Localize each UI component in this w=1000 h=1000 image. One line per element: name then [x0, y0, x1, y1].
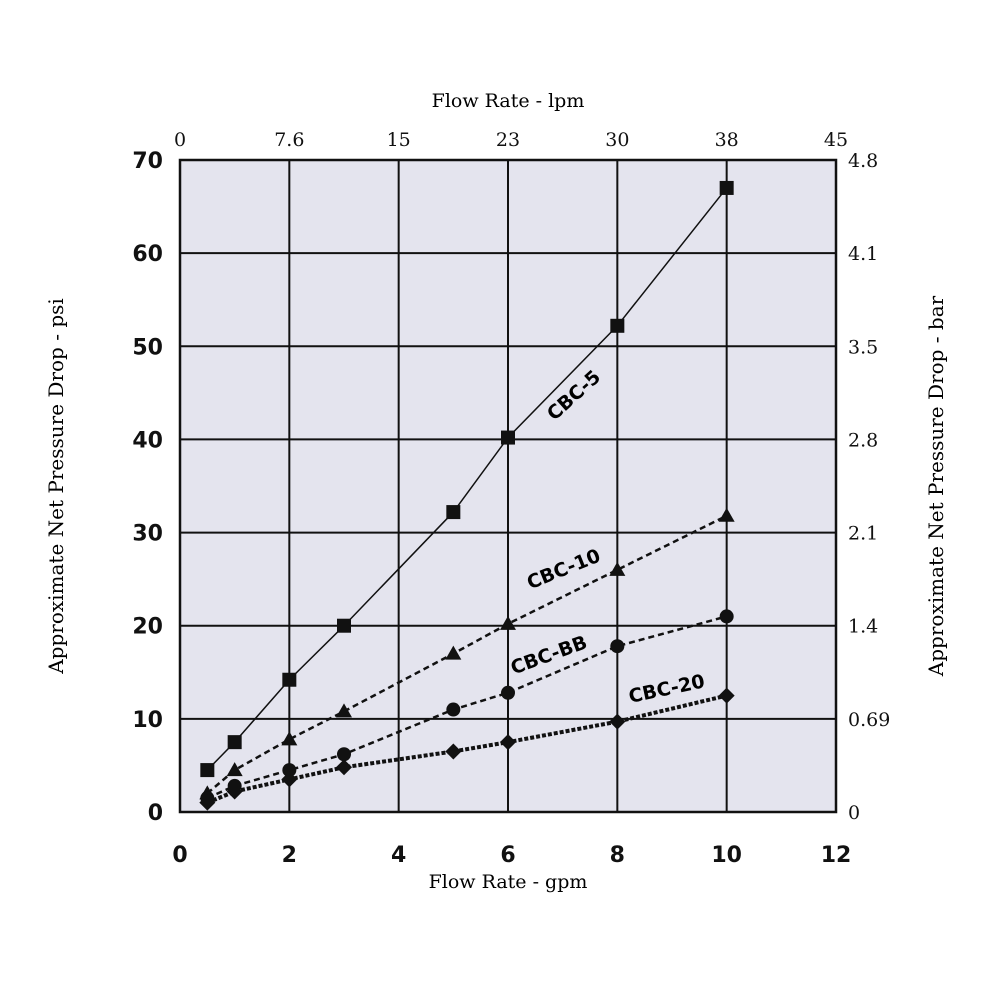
y2-tick-label: 3.5: [848, 336, 878, 358]
y2-tick-label: 2.1: [848, 523, 878, 545]
y2-tick-label: 0.69: [848, 709, 890, 731]
x-axis-label: Flow Rate - gpm: [429, 871, 588, 893]
x-tick-label: 4: [391, 843, 406, 868]
y2-tick-label: 1.4: [848, 616, 878, 638]
x2-tick-label: 7.6: [274, 129, 304, 151]
y-tick-label: 20: [132, 615, 163, 640]
x2-tick-label: 30: [605, 129, 629, 151]
y-tick-label: 40: [132, 428, 163, 453]
marker-cbc-20: [445, 743, 462, 760]
marker-cbc-20: [336, 759, 352, 776]
marker-cbc-5: [610, 318, 625, 333]
series-line-cbc-10: [206, 514, 728, 795]
marker-cbc-bb: [446, 702, 461, 717]
y2-tick-label: 0: [848, 802, 860, 824]
x-tick-label: 10: [711, 843, 742, 868]
marker-cbc-10: [718, 507, 735, 522]
x2-tick-label: 0: [174, 129, 186, 151]
marker-cbc-10: [226, 762, 243, 777]
y2-tick-label: 4.8: [848, 150, 878, 172]
y-tick-label: 10: [132, 708, 163, 733]
y-axis-label: Approximate Net Pressure Drop - psi: [44, 298, 68, 675]
y-tick-label: 30: [132, 522, 163, 547]
marker-cbc-5: [501, 430, 515, 445]
series-line-cbc-20: [206, 693, 728, 805]
y2-tick-label: 2.8: [848, 429, 878, 451]
marker-cbc-bb: [610, 639, 625, 654]
marker-cbc-10: [445, 645, 462, 660]
x-tick-label: 12: [821, 843, 852, 868]
marker-cbc-20: [281, 771, 298, 788]
marker-cbc-20: [718, 687, 735, 704]
marker-cbc-5: [227, 735, 242, 750]
marker-cbc-bb: [719, 609, 734, 624]
marker-cbc-5: [446, 505, 461, 520]
marker-cbc-20: [500, 734, 516, 751]
series-line-cbc-5: [206, 187, 728, 771]
marker-cbc-5: [719, 180, 734, 195]
marker-cbc-10: [500, 615, 516, 630]
x-tick-label: 2: [282, 843, 297, 868]
x2-tick-label: 38: [715, 129, 739, 151]
marker-cbc-5: [337, 618, 351, 633]
marker-cbc-bb: [282, 763, 297, 778]
x2-tick-label: 15: [387, 129, 411, 151]
series-lines: [206, 187, 728, 805]
y-tick-label: 0: [148, 801, 163, 826]
marker-cbc-bb: [337, 747, 351, 762]
x2-axis-label: Flow Rate - lpm: [432, 90, 585, 112]
x-tick-label: 6: [500, 843, 515, 868]
x2-tick-label: 23: [496, 129, 520, 151]
marker-cbc-20: [609, 713, 626, 730]
marker-cbc-10: [336, 703, 352, 718]
marker-cbc-20: [226, 783, 243, 800]
series-markers: [199, 180, 735, 811]
series-line-cbc-bb: [206, 615, 727, 800]
y2-tick-label: 4.1: [848, 243, 878, 265]
marker-cbc-bb: [501, 685, 515, 700]
marker-cbc-5: [282, 672, 297, 687]
y-tick-label: 60: [132, 242, 163, 267]
marker-cbc-5: [200, 763, 215, 778]
x-tick-label: 0: [172, 843, 187, 868]
y-tick-label: 50: [132, 335, 163, 360]
marker-cbc-10: [281, 731, 298, 746]
marker-cbc-10: [609, 561, 626, 576]
y-tick-label: 70: [132, 149, 163, 174]
marker-cbc-20: [199, 794, 216, 811]
x-tick-label: 8: [610, 843, 625, 868]
x2-tick-label: 45: [824, 129, 848, 151]
y2-axis-label: Approximate Net Pressure Drop - bar: [924, 295, 948, 677]
